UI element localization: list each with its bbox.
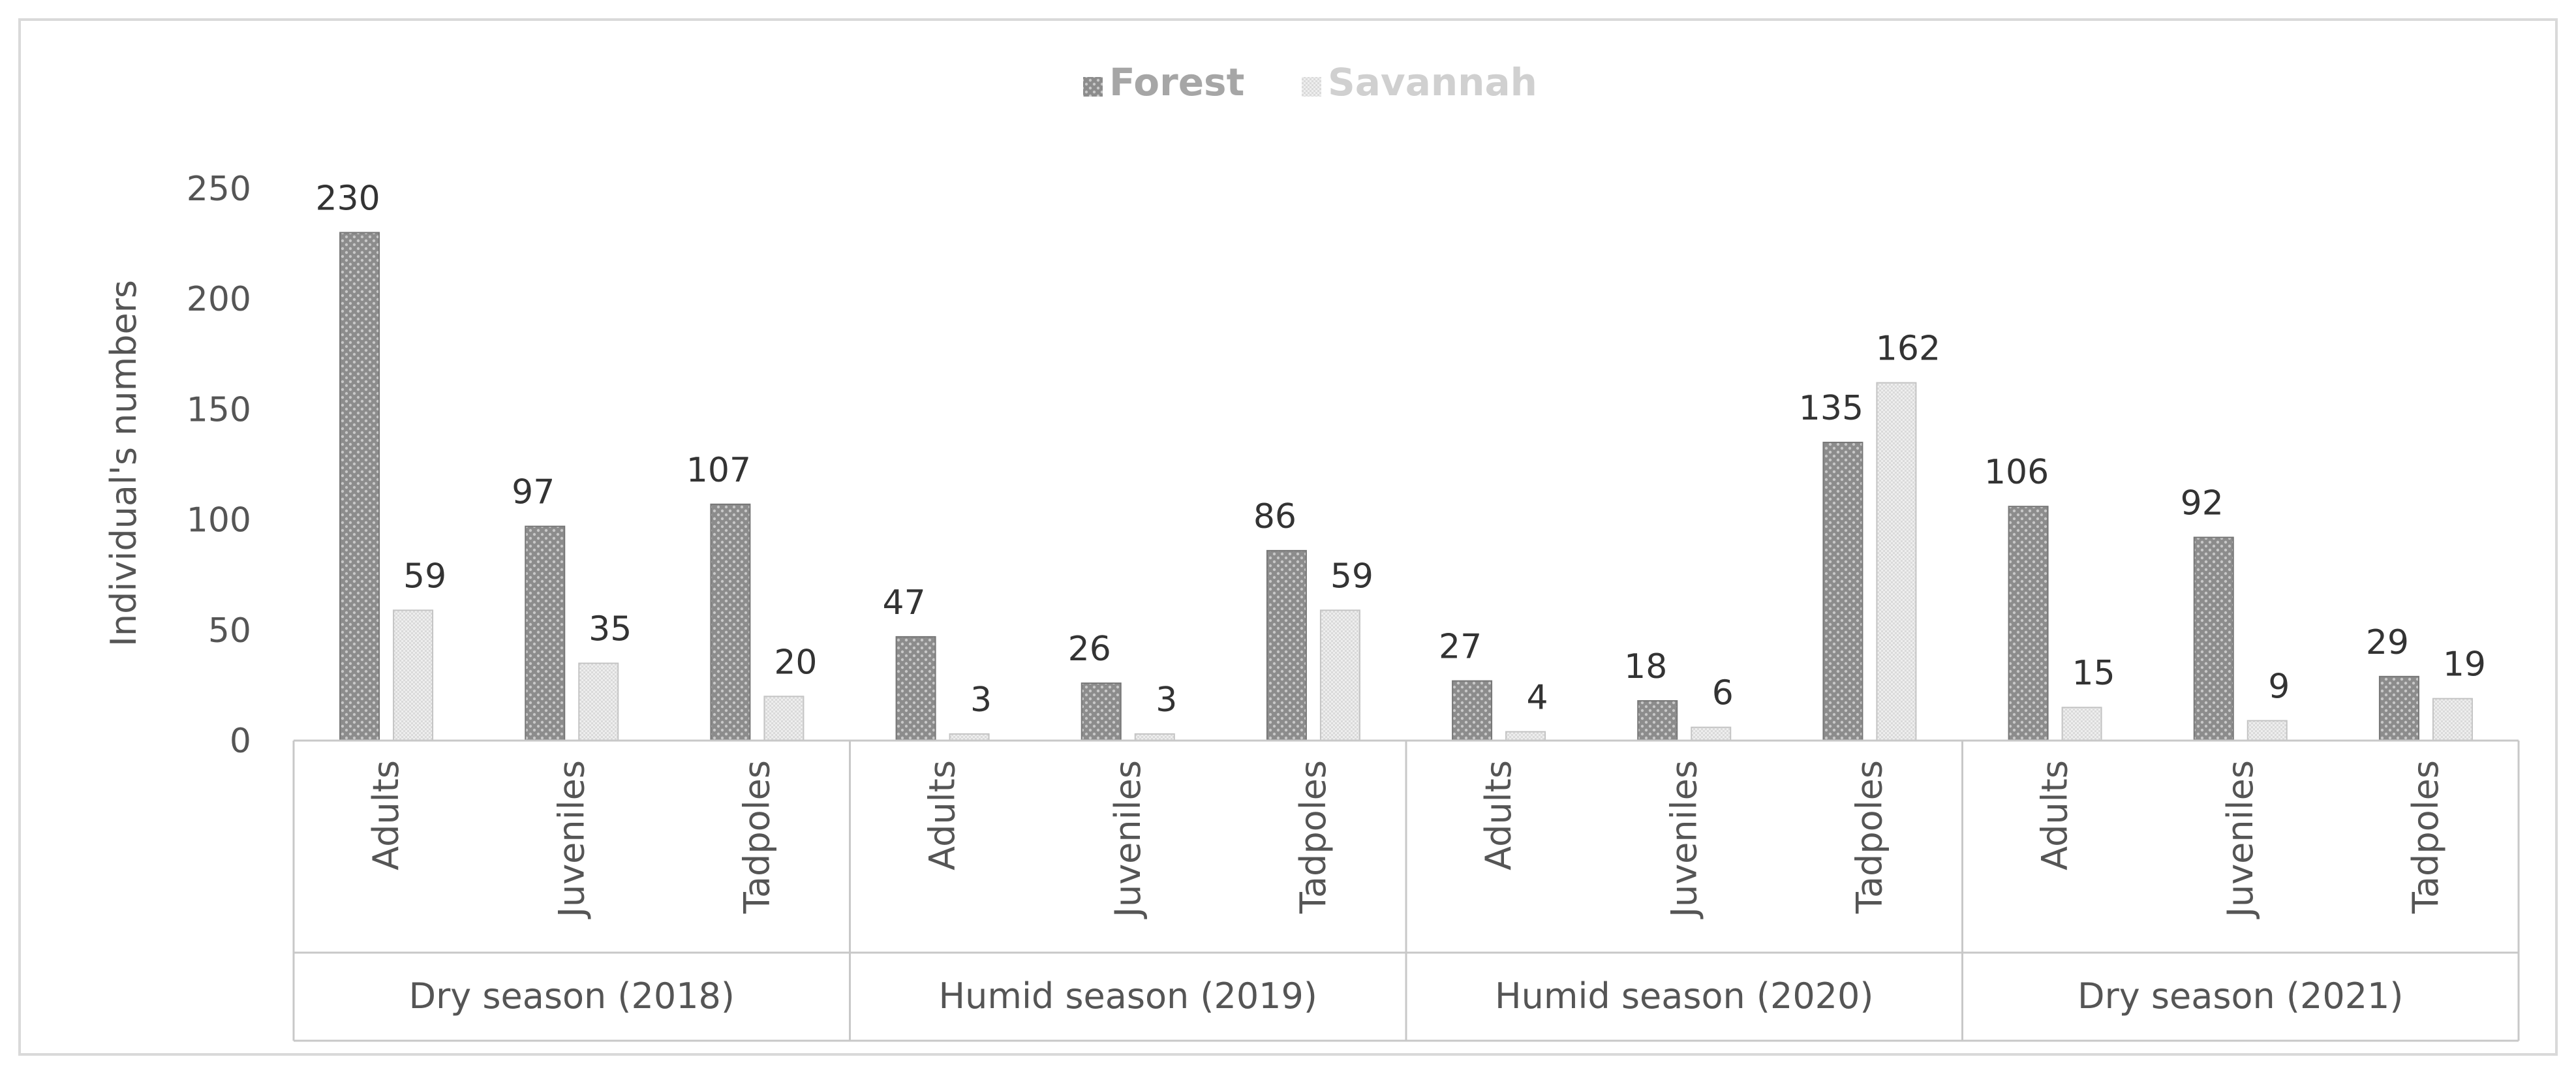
bar-savannah-3: [763, 696, 805, 742]
legend-label-savannah: Savannah: [1328, 60, 1537, 104]
bar-forest-10: [2008, 506, 2049, 741]
y-tick-label: 250: [187, 170, 251, 209]
value-label-savannah-8: 6: [1712, 674, 1734, 713]
value-label-forest-2: 97: [512, 473, 555, 512]
value-label-savannah-6: 59: [1330, 557, 1373, 596]
bar-forest-6: [1266, 549, 1307, 741]
y-tick-label: 0: [230, 722, 251, 761]
value-label-forest-11: 92: [2181, 484, 2224, 523]
value-label-forest-10: 106: [1984, 453, 2049, 492]
x-tick-label-11: Juveniles: [2220, 760, 2261, 919]
x-axis: Adults Juveniles Tadpoles Adults Juveniles Ta…: [292, 739, 2520, 1042]
x-tick-label-5: Juveniles: [1107, 760, 1148, 919]
value-label-savannah-3: 20: [774, 643, 817, 682]
chart-border: [18, 18, 2558, 1056]
bar-savannah-11: [2246, 720, 2288, 742]
legend-label-forest: Forest: [1109, 60, 1244, 104]
bar-forest-9: [1822, 442, 1863, 742]
bar-savannah-6: [1319, 609, 1360, 741]
x-tick-label-2: Juveniles: [551, 760, 592, 919]
legend: Forest Savannah: [1083, 60, 1537, 104]
x-tick-label-12: Tadpoles: [2405, 760, 2446, 914]
x-tick-label-10: Adults: [2034, 760, 2076, 870]
value-label-forest-5: 26: [1068, 630, 1111, 669]
x-tick-label-7: Adults: [1478, 760, 1519, 870]
x-group-label-1: Dry season (2018): [409, 975, 735, 1017]
bar-forest-2: [525, 525, 566, 742]
x-tick-label-3: Tadpoles: [736, 760, 777, 914]
value-label-savannah-2: 35: [589, 610, 632, 649]
value-label-forest-8: 18: [1624, 647, 1667, 686]
value-label-savannah-4: 3: [970, 681, 992, 720]
x-group-label-3: Humid season (2020): [1495, 975, 1873, 1017]
value-label-forest-12: 29: [2366, 623, 2409, 662]
x-tick-label-1: Adults: [365, 760, 406, 870]
x-group-label-2: Humid season (2019): [939, 975, 1317, 1017]
y-axis-ticks: 0 50 100 150 200 250: [187, 170, 251, 761]
legend-swatch-savannah: [1302, 77, 1321, 97]
bar-savannah-12: [2432, 698, 2473, 742]
bar-forest-4: [895, 636, 936, 742]
bar-forest-12: [2378, 675, 2419, 741]
value-label-forest-4: 47: [882, 583, 925, 622]
x-tick-label-6: Tadpoles: [1293, 760, 1334, 914]
bar-savannah-4: [949, 733, 990, 741]
y-tick-label: 100: [187, 501, 251, 540]
bar-savannah-2: [578, 662, 619, 742]
value-label-savannah-9: 162: [1876, 330, 1940, 369]
value-label-forest-9: 135: [1799, 389, 1863, 428]
value-label-savannah-12: 19: [2443, 645, 2486, 684]
bar-forest-8: [1637, 700, 1678, 741]
value-label-savannah-10: 15: [2072, 654, 2115, 693]
bar-forest-5: [1081, 682, 1122, 741]
bar-savannah-9: [1876, 382, 1917, 741]
y-tick-label: 50: [208, 611, 251, 651]
y-axis-label: Individual's numbers: [103, 280, 144, 647]
value-label-forest-3: 107: [686, 451, 751, 490]
bar-savannah-8: [1691, 726, 1732, 741]
bar-savannah-1: [393, 609, 434, 741]
x-tick-label-8: Juveniles: [1663, 760, 1704, 919]
value-label-savannah-5: 3: [1156, 681, 1177, 720]
bar-forest-11: [2193, 536, 2234, 742]
bar-savannah-5: [1134, 733, 1175, 741]
bar-savannah-7: [1505, 731, 1546, 741]
bar-forest-7: [1452, 680, 1493, 741]
value-label-savannah-7: 4: [1527, 678, 1548, 717]
value-labels: 230 97 107 47 26 86 27 18 135 106 92 29 59 35 20 3 3 59 4 6…: [315, 179, 2486, 719]
bar-forest-3: [710, 503, 751, 741]
x-tick-label-9: Tadpoles: [1848, 760, 1890, 914]
value-label-savannah-11: 9: [2268, 667, 2290, 707]
bar-forest-1: [339, 232, 380, 741]
x-tick-label-4: Adults: [922, 760, 963, 870]
bar-savannah-10: [2061, 707, 2102, 741]
value-label-forest-7: 27: [1439, 628, 1482, 667]
y-tick-label: 200: [187, 280, 251, 319]
value-label-savannah-1: 59: [403, 557, 446, 596]
value-label-forest-1: 230: [315, 179, 380, 218]
bars: [339, 232, 2473, 742]
x-group-label-4: Dry season (2021): [2078, 975, 2403, 1017]
value-label-forest-6: 86: [1253, 497, 1296, 536]
y-tick-label: 150: [187, 390, 251, 429]
legend-swatch-forest: [1083, 77, 1103, 97]
